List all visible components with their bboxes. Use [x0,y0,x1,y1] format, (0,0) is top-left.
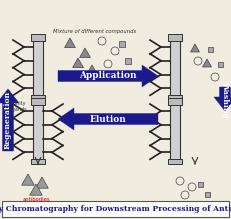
Bar [198,182,203,187]
Bar [204,191,210,196]
Polygon shape [191,44,200,52]
Bar [218,62,222,67]
Bar [125,58,131,64]
Polygon shape [80,48,90,58]
Bar [31,98,45,105]
Polygon shape [203,59,212,67]
Bar [31,34,45,41]
Text: Regeneration: Regeneration [4,91,12,149]
Text: Undesirable compounds: Undesirable compounds [164,201,228,206]
Bar [168,34,182,41]
Text: Affinity
ligands: Affinity ligands [9,101,27,112]
Polygon shape [73,58,83,68]
Polygon shape [22,174,34,185]
Bar [33,100,43,162]
Bar [31,159,45,164]
FancyArrow shape [0,89,19,151]
FancyArrow shape [214,87,231,111]
Text: Affinity Chromatography for Downstream Processing of Antibodies: Affinity Chromatography for Downstream P… [0,205,231,213]
Bar [168,98,182,105]
FancyArrow shape [58,65,158,87]
Polygon shape [30,184,42,195]
Bar [31,95,45,100]
Text: Mixture of different compounds: Mixture of different compounds [53,29,137,34]
Bar [119,41,125,47]
Text: antibodies: antibodies [22,197,50,202]
Polygon shape [65,38,75,48]
FancyArrow shape [58,108,158,130]
Bar [170,36,180,98]
Text: Washing: Washing [221,81,229,117]
Polygon shape [36,177,48,188]
Text: Application: Application [79,71,137,81]
Bar [33,36,43,98]
Bar [168,159,182,164]
Polygon shape [87,65,97,75]
Bar [168,95,182,100]
Bar [2,201,229,217]
Text: Elution: Elution [90,115,126,124]
Bar [170,100,180,162]
Bar [207,46,213,51]
